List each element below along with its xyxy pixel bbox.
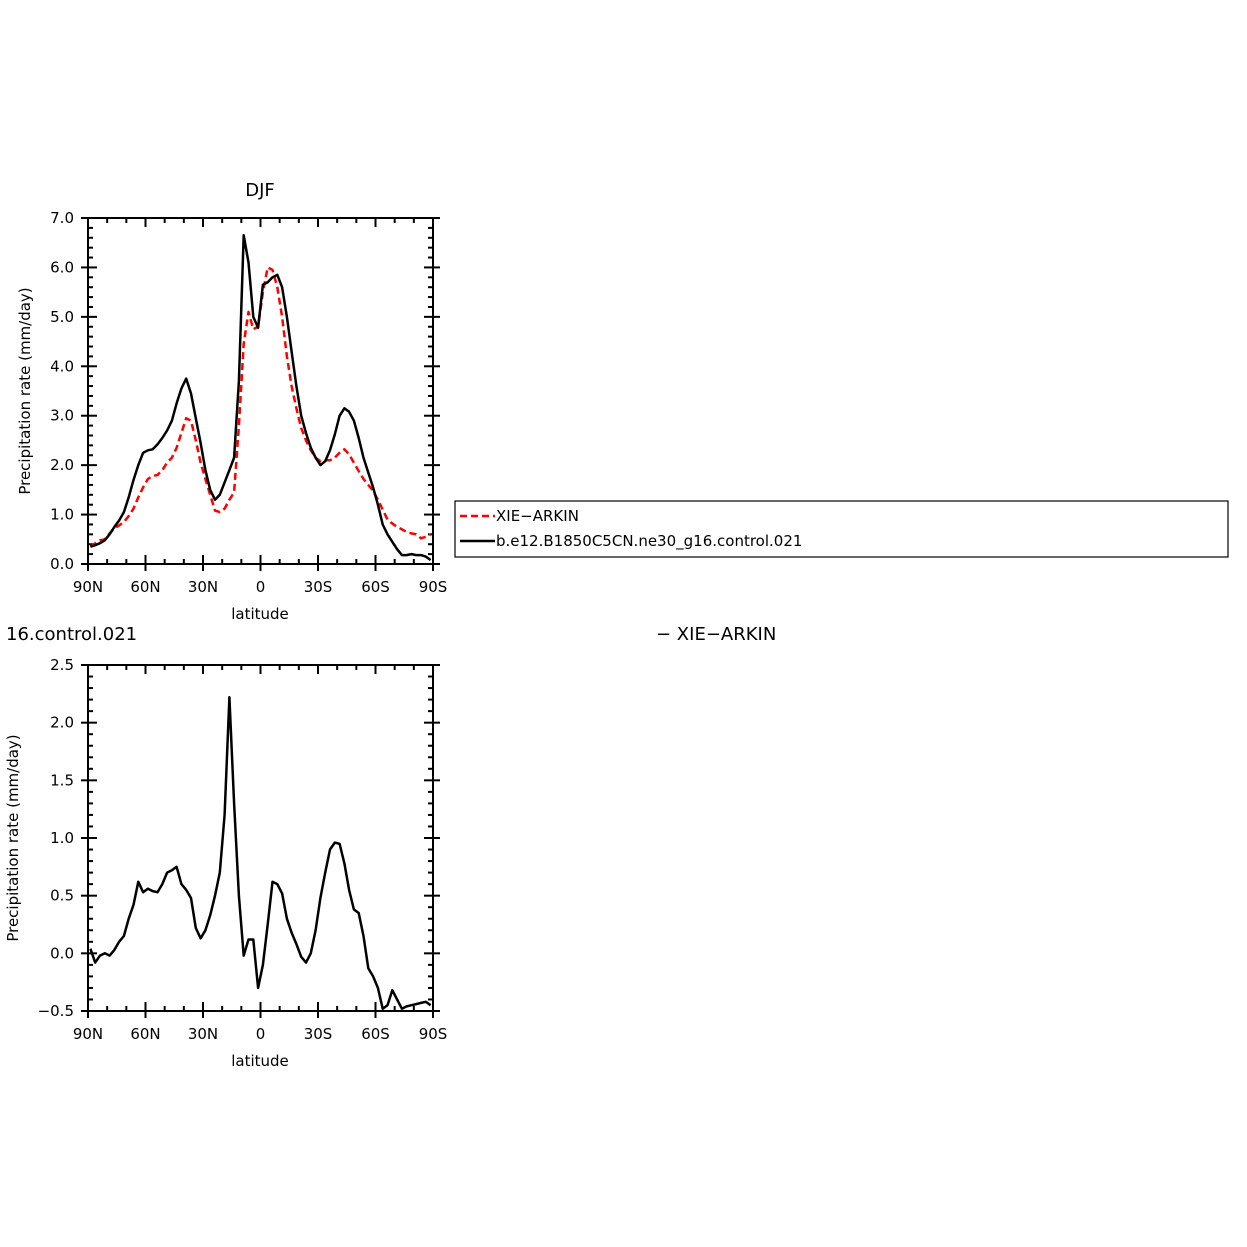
legend-label-xie-arkin: XIE−ARKIN xyxy=(496,507,579,525)
top-y-tick-label: 2.0 xyxy=(50,456,74,474)
top-series-line-1 xyxy=(90,234,432,562)
legend: XIE−ARKIN b.e12.B1850C5CN.ne30_g16.contr… xyxy=(454,500,1229,558)
top-x-tick-label: 60N xyxy=(130,578,160,596)
bottom-series-line-0 xyxy=(89,696,432,1010)
top-x-tick-label: 30S xyxy=(304,578,333,596)
top-x-tick-label: 60S xyxy=(361,578,390,596)
legend-label-model: b.e12.B1850C5CN.ne30_g16.control.021 xyxy=(496,532,802,551)
top-plot-area: 90N 60N 30N 0 30S 60S 90S 0.0 1.0 2.0 3.0 4.0 5.0 6.0… xyxy=(50,209,447,596)
top-x-axis-label: latitude xyxy=(231,605,289,623)
top-panel: DJF 90N 60N 30N 0 30S 60S 90S 0.0 1.0 2.0 3.0 4.0 5.… xyxy=(16,180,447,623)
bottom-x-tick-label: 90N xyxy=(73,1025,103,1043)
bottom-x-tick-label: 30S xyxy=(304,1025,333,1043)
bottom-title-fragment-left: 16.control.021 xyxy=(6,624,137,645)
top-x-tick-label: 0 xyxy=(256,578,266,596)
bottom-y-axis-label: Precipitation rate (mm/day) xyxy=(4,734,22,941)
bottom-plot-frame xyxy=(87,664,434,1012)
top-y-tick-label: 4.0 xyxy=(50,357,74,375)
bottom-panel: 16.control.021 − XIE−ARKIN 90N 60N 30N 0 30S… xyxy=(4,624,776,1070)
bottom-x-tick-label: 30N xyxy=(188,1025,218,1043)
top-y-tick-label: 1.0 xyxy=(50,506,74,524)
top-y-tick-label: 0.0 xyxy=(50,555,74,573)
bottom-y-tick-label: 2.5 xyxy=(50,656,74,674)
bottom-y-tick-label: 0.5 xyxy=(50,887,74,905)
top-y-tick-label: 3.0 xyxy=(50,407,74,425)
bottom-x-tick-label: 60S xyxy=(361,1025,390,1043)
top-x-tick-label: 30N xyxy=(188,578,218,596)
bottom-y-tick-label: 0.0 xyxy=(50,944,74,962)
bottom-y-tick-label: 2.0 xyxy=(50,714,74,732)
bottom-plot-area: 90N 60N 30N 0 30S 60S 90S −0.5 0.0 0.5 1.0 1.5 2.0 2.… xyxy=(38,656,448,1043)
bottom-x-tick-label: 60N xyxy=(130,1025,160,1043)
top-y-axis-label: Precipitation rate (mm/day) xyxy=(16,287,34,494)
bottom-y-tick-label: 1.5 xyxy=(50,771,74,789)
bottom-y-tick-label: −0.5 xyxy=(38,1002,74,1020)
top-plot-frame xyxy=(87,217,434,565)
bottom-title-fragment-right: − XIE−ARKIN xyxy=(656,624,776,645)
bottom-x-tick-label: 0 xyxy=(256,1025,266,1043)
top-y-tick-label: 6.0 xyxy=(50,258,74,276)
bottom-x-tick-label: 90S xyxy=(419,1025,448,1043)
top-y-tick-label: 7.0 xyxy=(50,209,74,227)
legend-box xyxy=(454,500,1229,558)
top-x-tick-label: 90S xyxy=(419,578,448,596)
top-y-tick-label: 5.0 xyxy=(50,308,74,326)
bottom-y-tick-label: 1.0 xyxy=(50,829,74,847)
top-x-tick-label: 90N xyxy=(73,578,103,596)
bottom-x-axis-label: latitude xyxy=(231,1052,289,1070)
top-plot-title: DJF xyxy=(245,180,275,201)
